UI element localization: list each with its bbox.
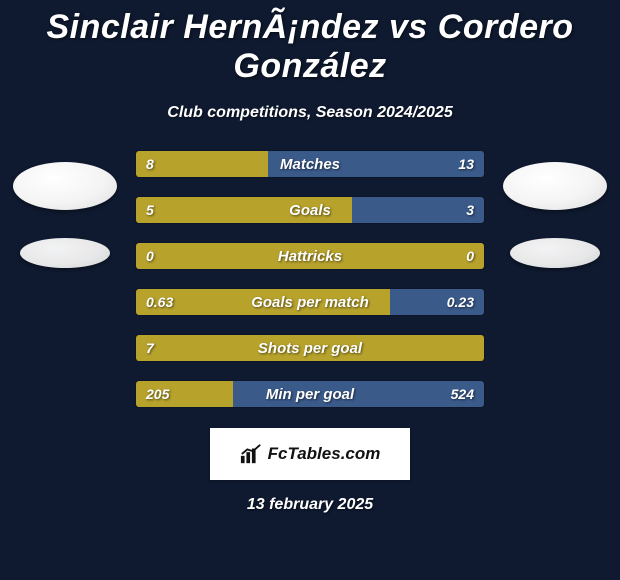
stat-value-right: 524 [441, 381, 484, 407]
branding-icon [240, 443, 262, 465]
stat-value-right: 0.23 [437, 289, 484, 315]
stat-value-right: 3 [456, 197, 484, 223]
stat-value-left: 8 [136, 151, 164, 177]
stat-value-right: 0 [456, 243, 484, 269]
stat-row: Matches813 [135, 150, 485, 178]
right-avatar-column [503, 150, 607, 268]
stat-bar-left [136, 243, 484, 269]
stat-value-left: 0 [136, 243, 164, 269]
branding-text: FcTables.com [268, 444, 381, 464]
comparison-container: Matches813Goals53Hattricks00Goals per ma… [0, 150, 620, 408]
stat-row: Hattricks00 [135, 242, 485, 270]
stat-row: Goals53 [135, 196, 485, 224]
stat-value-left: 0.63 [136, 289, 183, 315]
left-team-avatar [20, 238, 110, 268]
branding-badge: FcTables.com [210, 428, 410, 480]
stat-value-right: 13 [448, 151, 484, 177]
stat-bar-left [136, 197, 352, 223]
stat-value-right [464, 335, 484, 361]
stat-value-left: 7 [136, 335, 164, 361]
left-avatar-column [13, 150, 117, 268]
stats-list: Matches813Goals53Hattricks00Goals per ma… [135, 150, 485, 408]
subtitle: Club competitions, Season 2024/2025 [0, 104, 620, 122]
footer-date: 13 february 2025 [0, 496, 620, 514]
stat-value-left: 5 [136, 197, 164, 223]
stat-value-left: 205 [136, 381, 179, 407]
stat-row: Shots per goal7 [135, 334, 485, 362]
right-team-avatar [510, 238, 600, 268]
right-player-avatar [503, 162, 607, 210]
left-player-avatar [13, 162, 117, 210]
stat-bar-left [136, 335, 484, 361]
stat-row: Min per goal205524 [135, 380, 485, 408]
stat-row: Goals per match0.630.23 [135, 288, 485, 316]
page-title: Sinclair HernÃ¡ndez vs Cordero González [0, 0, 620, 86]
